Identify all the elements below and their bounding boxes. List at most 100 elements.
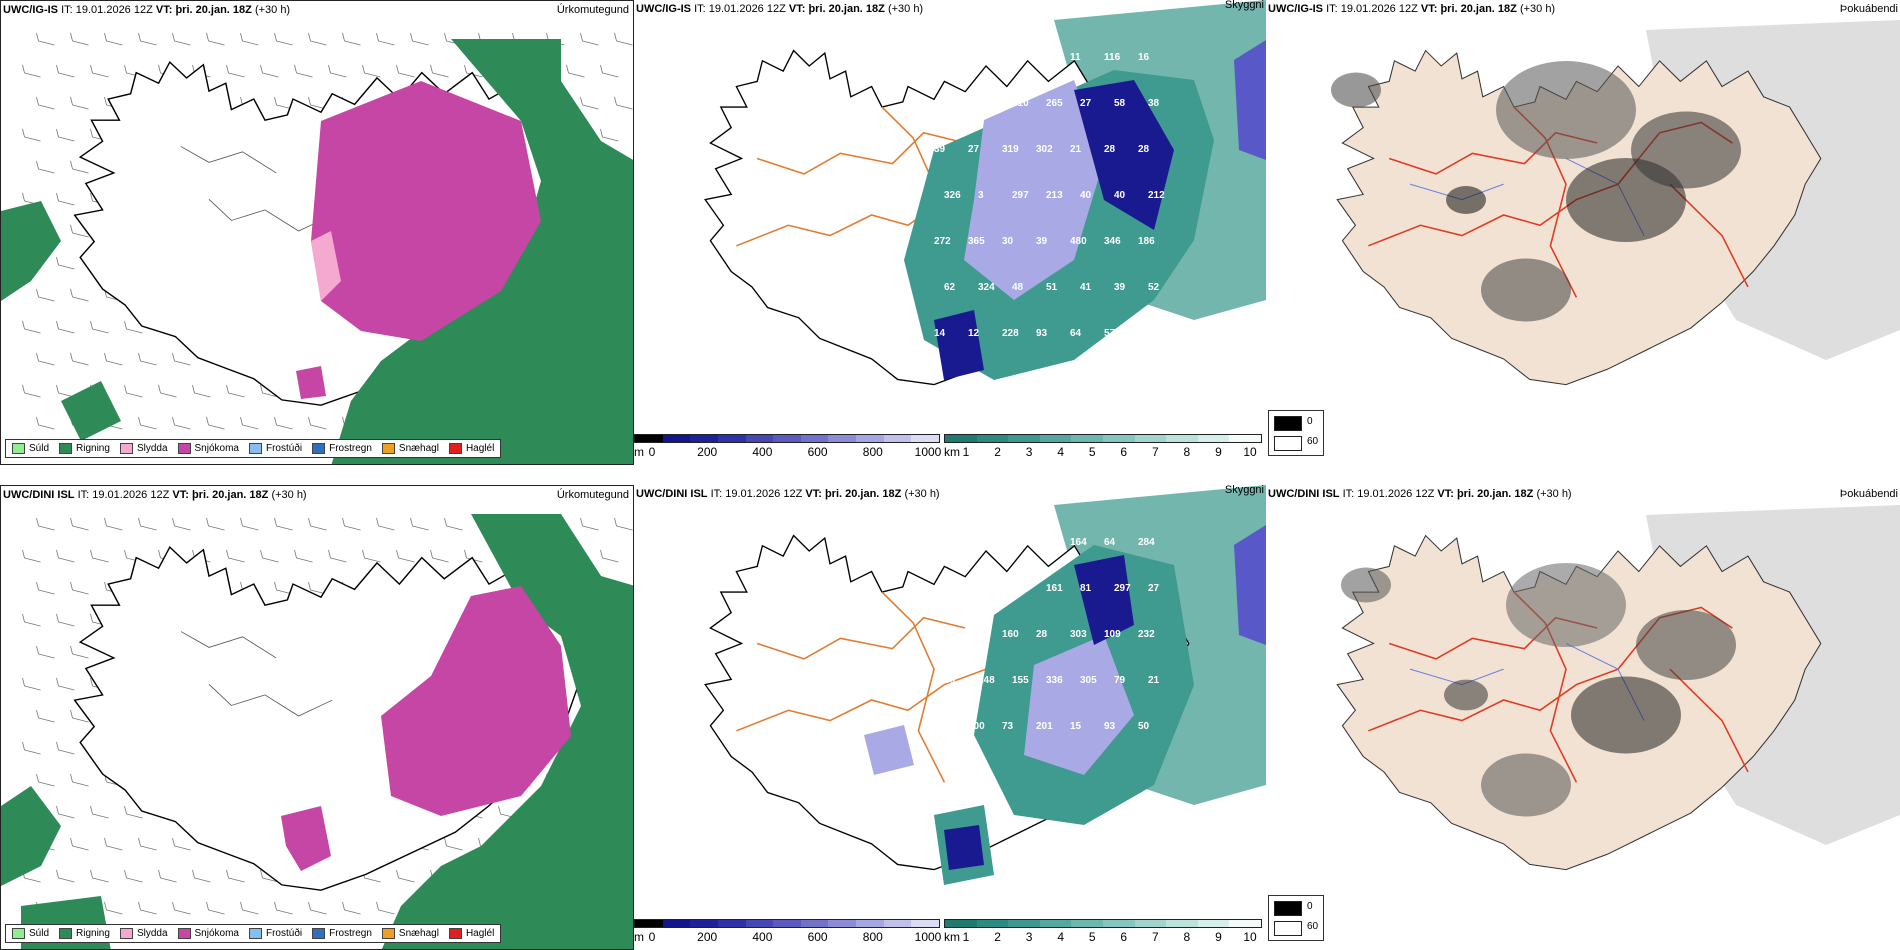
legend-item: Frostregn xyxy=(312,443,372,454)
visibility-value: 73 xyxy=(1002,721,1014,732)
legend-swatch xyxy=(177,443,191,454)
visibility-value: 76 xyxy=(934,721,946,732)
visibility-value: 21 xyxy=(1148,675,1160,686)
legend-label: Haglél xyxy=(465,928,495,939)
colorbar-tick: 6 xyxy=(1120,445,1128,459)
legend-item: Slydda xyxy=(119,443,168,454)
visibility-value: 302 xyxy=(1036,144,1053,155)
visibility-colorbar-m: m 0 200 400 600 800 1000 xyxy=(634,919,941,947)
visibility-value: 27 xyxy=(1148,583,1160,594)
legend-swatch xyxy=(248,443,262,454)
legend-swatch xyxy=(177,928,191,939)
colorbar-tick: 3 xyxy=(1025,445,1033,459)
visibility-value: 87 xyxy=(1036,52,1048,63)
legend-label: Súld xyxy=(29,443,50,454)
colorbar-unit: km xyxy=(944,930,960,944)
legend-item: Snæhagl xyxy=(381,443,439,454)
colorbar-unit: km xyxy=(944,445,960,459)
visibility-value: 14 xyxy=(934,328,946,339)
visibility-value: 39 xyxy=(934,144,946,155)
colorbar-tick: 2 xyxy=(994,445,1001,459)
legend-item: Rigning xyxy=(59,443,110,454)
fog-map xyxy=(1331,20,1900,386)
colorbar-tick: 8 xyxy=(1183,930,1191,944)
rain-area xyxy=(381,514,633,949)
visibility-value: 37 xyxy=(1138,328,1150,339)
panel-title: UWC/DINI ISL IT: 19.01.2026 12Z VT: þri.… xyxy=(636,488,940,500)
visibility-value: 3 xyxy=(978,190,984,201)
legend-swatch xyxy=(248,928,262,939)
fog-legend: 0 60 xyxy=(1268,410,1324,456)
model-name: UWC/DINI ISL xyxy=(1268,488,1340,500)
legend-label: Snjókoma xyxy=(194,928,239,939)
visibility-value: 79 xyxy=(1114,675,1126,686)
visibility-colorbar-km: km 1 2 3 4 5 6 7 8 9 10 xyxy=(944,919,1262,947)
legend-item: Súld xyxy=(12,443,49,454)
panel-name-fog: Þokuábendi xyxy=(1839,3,1898,15)
visibility-value: 272 xyxy=(934,236,951,247)
precip-type-panel: UWC/IG-IS IT: 19.01.2026 12Z VT: þri. 20… xyxy=(0,0,634,465)
colorbar-tick: 7 xyxy=(1151,930,1159,944)
colorbar-tick: 0 xyxy=(648,445,656,459)
visibility-value: 100 xyxy=(968,721,985,732)
init-time: 19.01.2026 12Z xyxy=(725,488,803,500)
visibility-value: 164 xyxy=(1070,537,1087,548)
colorbar-tick: 9 xyxy=(1215,445,1222,459)
legend-label: Slydda xyxy=(136,928,168,939)
legend-swatch xyxy=(381,443,395,454)
visibility-value: 155 xyxy=(1012,675,1029,686)
visibility-value: 38 xyxy=(1148,98,1160,109)
legend-item: Snjókoma xyxy=(177,928,239,939)
legend-item: Haglél xyxy=(448,928,495,939)
colorbar-tick: 6 xyxy=(1120,930,1128,944)
model-name: UWC/IG-IS xyxy=(636,3,691,15)
visibility-value: 201 xyxy=(1036,721,1053,732)
fog-map xyxy=(1336,505,1900,871)
visibility-value: 16 xyxy=(1138,52,1150,63)
fog-shading xyxy=(1341,563,1736,817)
legend-swatch xyxy=(448,443,462,454)
colorbar-strip xyxy=(634,434,940,443)
colorbar-tick: 5 xyxy=(1088,445,1096,459)
visibility-value: 39 xyxy=(1036,236,1048,247)
visibility-value: 93 xyxy=(1104,721,1116,732)
colorbar-tick: 9 xyxy=(1215,930,1222,944)
legend-swatch xyxy=(448,928,462,939)
visibility-value: 161 xyxy=(1046,583,1063,594)
visibility-value: 73 xyxy=(968,629,980,640)
colorbar-strip xyxy=(944,434,1262,443)
colorbar-tick: 1000 xyxy=(914,445,942,459)
fog-legend-value: 0 xyxy=(1307,901,1313,912)
panel-name-precip: Úrkomutegund xyxy=(556,4,629,16)
legend-swatch xyxy=(119,928,133,939)
legend-swatch xyxy=(381,928,395,939)
fog-legend-value: 60 xyxy=(1307,436,1319,447)
visibility-value: 346 xyxy=(1104,236,1121,247)
legend-label: Snæhagl xyxy=(398,928,439,939)
fog-panel: UWC/DINI ISL IT: 19.01.2026 12Z VT: þri.… xyxy=(1266,485,1900,950)
visibility-value: 212 xyxy=(1148,190,1165,201)
colorbar-tick: 800 xyxy=(862,445,883,459)
colorbar-tick: 600 xyxy=(807,930,828,944)
fog-panel: UWC/IG-IS IT: 19.01.2026 12Z VT: þri. 20… xyxy=(1266,0,1900,465)
snow-area xyxy=(311,81,541,341)
legend-item: Snjókoma xyxy=(177,443,239,454)
panel-title: UWC/IG-IS IT: 19.01.2026 12Z VT: þri. 20… xyxy=(636,3,924,15)
visibility-value: 303 xyxy=(1070,629,1087,640)
colorbar-tick: 200 xyxy=(697,445,718,459)
visibility-value: 148 xyxy=(978,675,995,686)
legend-item: Snæhagl xyxy=(381,928,439,939)
visibility-value: 64 xyxy=(1070,328,1082,339)
valid-time: þri. 20.jan. 18Z xyxy=(191,489,269,501)
colorbar-tick: 4 xyxy=(1057,445,1064,459)
visibility-value: 32 xyxy=(1002,537,1014,548)
visibility-value: 186 xyxy=(1138,236,1155,247)
visibility-value: 305 xyxy=(1080,675,1097,686)
colorbar-tick: 400 xyxy=(752,930,773,944)
precip-map xyxy=(1,32,633,464)
legend-label: Frostregn xyxy=(329,928,372,939)
legend-item: Súld xyxy=(12,928,49,939)
lead-time: (+30 h) xyxy=(904,488,940,500)
visibility-value: 202 xyxy=(968,537,985,548)
panel-title: UWC/IG-IS IT: 19.01.2026 12Z VT: þri. 20… xyxy=(3,4,291,16)
